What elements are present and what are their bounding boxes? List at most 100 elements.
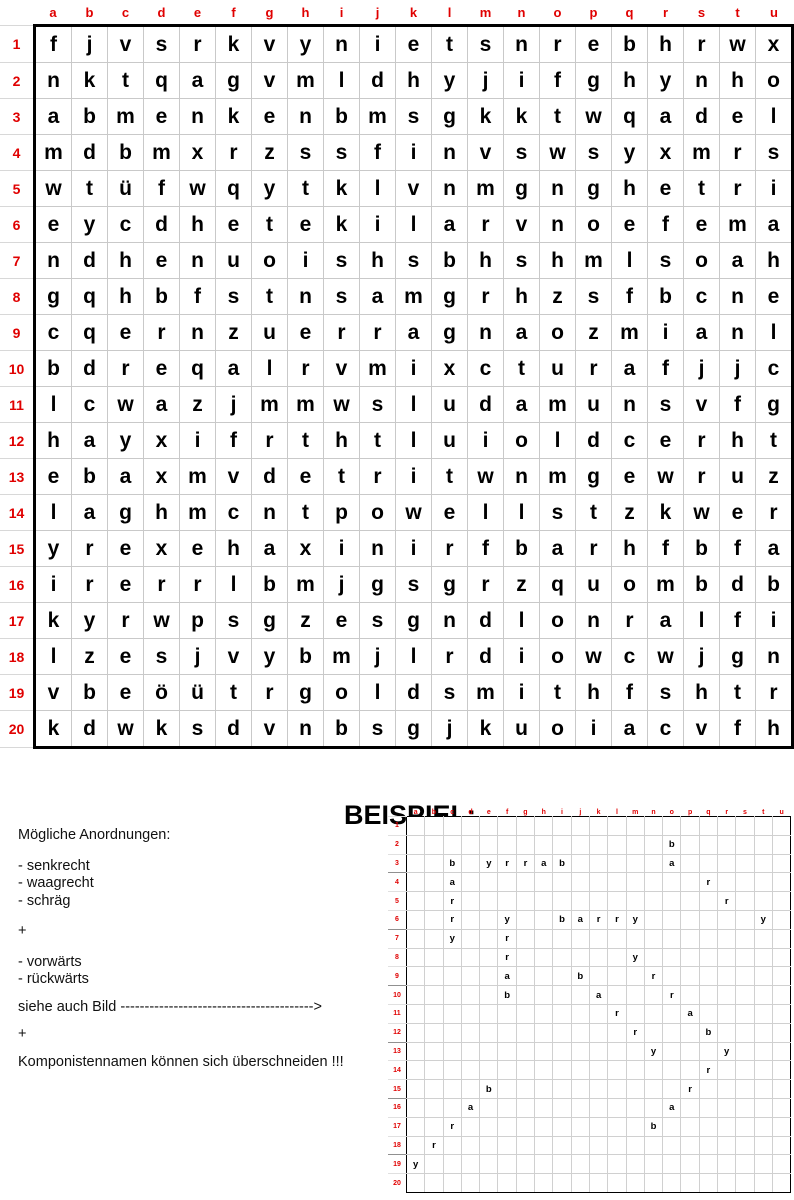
grid-cell-n9[interactable]: a	[503, 314, 540, 351]
grid-cell-h17[interactable]: z	[287, 602, 324, 639]
grid-cell-d18[interactable]: s	[143, 638, 180, 675]
grid-cell-f8[interactable]: s	[215, 278, 252, 315]
grid-cell-b3[interactable]: b	[71, 98, 108, 135]
grid-cell-f6[interactable]: e	[215, 206, 252, 243]
grid-cell-q2[interactable]: h	[611, 62, 648, 99]
grid-cell-p13[interactable]: g	[575, 458, 612, 495]
grid-cell-f18[interactable]: v	[215, 638, 252, 675]
grid-cell-m12[interactable]: i	[467, 422, 504, 459]
grid-cell-n5[interactable]: g	[503, 170, 540, 207]
grid-cell-j10[interactable]: m	[359, 350, 396, 387]
grid-cell-u12[interactable]: t	[755, 422, 794, 459]
grid-cell-f4[interactable]: r	[215, 134, 252, 171]
grid-cell-o20[interactable]: o	[539, 710, 576, 749]
grid-cell-b18[interactable]: z	[71, 638, 108, 675]
grid-cell-m6[interactable]: r	[467, 206, 504, 243]
grid-cell-l13[interactable]: t	[431, 458, 468, 495]
grid-cell-q12[interactable]: c	[611, 422, 648, 459]
grid-cell-u3[interactable]: l	[755, 98, 794, 135]
grid-cell-e19[interactable]: ü	[179, 674, 216, 711]
grid-cell-j5[interactable]: l	[359, 170, 396, 207]
grid-cell-u2[interactable]: o	[755, 62, 794, 99]
grid-cell-q17[interactable]: r	[611, 602, 648, 639]
grid-cell-u10[interactable]: c	[755, 350, 794, 387]
grid-cell-f20[interactable]: d	[215, 710, 252, 749]
grid-cell-j15[interactable]: n	[359, 530, 396, 567]
grid-cell-e13[interactable]: m	[179, 458, 216, 495]
grid-cell-q9[interactable]: m	[611, 314, 648, 351]
grid-cell-o13[interactable]: m	[539, 458, 576, 495]
grid-cell-s20[interactable]: v	[683, 710, 720, 749]
grid-cell-s6[interactable]: e	[683, 206, 720, 243]
grid-cell-k7[interactable]: s	[395, 242, 432, 279]
grid-cell-a18[interactable]: l	[33, 638, 72, 675]
grid-cell-h5[interactable]: t	[287, 170, 324, 207]
grid-cell-c10[interactable]: r	[107, 350, 144, 387]
grid-cell-n17[interactable]: l	[503, 602, 540, 639]
grid-cell-k14[interactable]: w	[395, 494, 432, 531]
grid-cell-f12[interactable]: f	[215, 422, 252, 459]
grid-cell-n12[interactable]: o	[503, 422, 540, 459]
grid-cell-t1[interactable]: w	[719, 24, 756, 63]
grid-cell-a17[interactable]: k	[33, 602, 72, 639]
grid-cell-g11[interactable]: m	[251, 386, 288, 423]
grid-cell-c20[interactable]: w	[107, 710, 144, 749]
grid-cell-u7[interactable]: h	[755, 242, 794, 279]
grid-cell-d15[interactable]: x	[143, 530, 180, 567]
grid-cell-i5[interactable]: k	[323, 170, 360, 207]
grid-cell-r1[interactable]: h	[647, 24, 684, 63]
grid-cell-j18[interactable]: j	[359, 638, 396, 675]
grid-cell-f7[interactable]: u	[215, 242, 252, 279]
grid-cell-a3[interactable]: a	[33, 98, 72, 135]
grid-cell-r15[interactable]: f	[647, 530, 684, 567]
grid-cell-a15[interactable]: y	[33, 530, 72, 567]
grid-cell-k11[interactable]: l	[395, 386, 432, 423]
grid-cell-g18[interactable]: y	[251, 638, 288, 675]
grid-cell-b19[interactable]: b	[71, 674, 108, 711]
grid-cell-h16[interactable]: m	[287, 566, 324, 603]
grid-cell-t9[interactable]: n	[719, 314, 756, 351]
grid-cell-i15[interactable]: i	[323, 530, 360, 567]
grid-cell-h20[interactable]: n	[287, 710, 324, 749]
grid-cell-a12[interactable]: h	[33, 422, 72, 459]
grid-cell-l18[interactable]: r	[431, 638, 468, 675]
grid-cell-o18[interactable]: o	[539, 638, 576, 675]
grid-cell-b14[interactable]: a	[71, 494, 108, 531]
grid-cell-f3[interactable]: k	[215, 98, 252, 135]
grid-cell-d13[interactable]: x	[143, 458, 180, 495]
grid-cell-k4[interactable]: i	[395, 134, 432, 171]
grid-cell-s19[interactable]: h	[683, 674, 720, 711]
grid-cell-g15[interactable]: a	[251, 530, 288, 567]
grid-cell-e9[interactable]: n	[179, 314, 216, 351]
grid-cell-m4[interactable]: v	[467, 134, 504, 171]
grid-cell-r13[interactable]: w	[647, 458, 684, 495]
grid-cell-k17[interactable]: g	[395, 602, 432, 639]
grid-cell-c11[interactable]: w	[107, 386, 144, 423]
grid-cell-d11[interactable]: a	[143, 386, 180, 423]
grid-cell-m11[interactable]: d	[467, 386, 504, 423]
grid-cell-u6[interactable]: a	[755, 206, 794, 243]
grid-cell-q20[interactable]: a	[611, 710, 648, 749]
grid-cell-n2[interactable]: i	[503, 62, 540, 99]
grid-cell-g9[interactable]: u	[251, 314, 288, 351]
grid-cell-l10[interactable]: x	[431, 350, 468, 387]
grid-cell-r11[interactable]: s	[647, 386, 684, 423]
grid-cell-a16[interactable]: i	[33, 566, 72, 603]
grid-cell-n15[interactable]: b	[503, 530, 540, 567]
grid-cell-l15[interactable]: r	[431, 530, 468, 567]
grid-cell-t8[interactable]: n	[719, 278, 756, 315]
grid-cell-l17[interactable]: n	[431, 602, 468, 639]
grid-cell-s1[interactable]: r	[683, 24, 720, 63]
grid-cell-m16[interactable]: r	[467, 566, 504, 603]
grid-cell-b1[interactable]: j	[71, 24, 108, 63]
grid-cell-l3[interactable]: g	[431, 98, 468, 135]
grid-cell-f10[interactable]: a	[215, 350, 252, 387]
grid-cell-k5[interactable]: v	[395, 170, 432, 207]
grid-cell-p8[interactable]: s	[575, 278, 612, 315]
grid-cell-c9[interactable]: e	[107, 314, 144, 351]
grid-cell-k9[interactable]: a	[395, 314, 432, 351]
grid-cell-a13[interactable]: e	[33, 458, 72, 495]
grid-cell-a1[interactable]: f	[33, 24, 72, 63]
grid-cell-u13[interactable]: z	[755, 458, 794, 495]
grid-cell-p19[interactable]: h	[575, 674, 612, 711]
